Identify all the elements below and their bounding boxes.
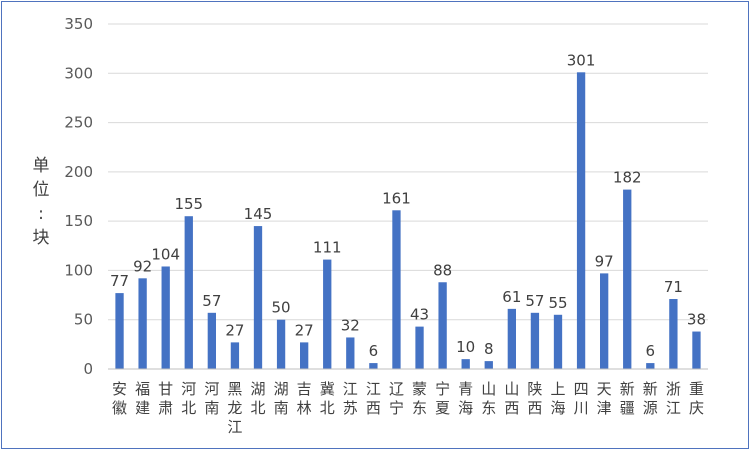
category-label: 江西 <box>366 380 381 417</box>
category-label: 上海 <box>550 380 565 417</box>
category-label: 青海 <box>458 380 473 417</box>
bar <box>530 312 540 369</box>
category-label: 蒙东 <box>412 380 427 417</box>
y-tick-label: 350 <box>64 15 93 33</box>
data-label: 10 <box>456 338 475 356</box>
category-label: 湖北 <box>250 380 265 417</box>
category-label: 陕西 <box>527 380 542 417</box>
bar <box>438 282 447 369</box>
data-label: 301 <box>567 51 596 69</box>
category-label: 山东 <box>481 380 496 417</box>
bar <box>415 326 424 369</box>
y-tick-label: 300 <box>64 64 93 82</box>
bar <box>369 363 378 369</box>
bar <box>253 226 263 369</box>
data-label: 111 <box>313 239 342 257</box>
y-axis-label: 单位:块 <box>33 156 50 248</box>
bar <box>161 266 170 369</box>
bar <box>484 361 493 369</box>
y-tick-label: 200 <box>64 163 93 181</box>
bar <box>138 278 147 369</box>
bar <box>461 359 470 369</box>
data-label: 55 <box>548 294 567 312</box>
category-label: 浙江 <box>666 380 681 417</box>
category-label: 河南 <box>204 380 219 417</box>
y-tick-label: 100 <box>64 261 93 279</box>
data-label: 57 <box>202 292 221 310</box>
category-label: 湖南 <box>274 380 289 417</box>
y-axis-title: 单位:块 <box>33 156 50 248</box>
bar <box>507 308 516 369</box>
bar <box>323 259 332 369</box>
y-axis-ticks: 0 50 100 150 200 250 300 350 <box>64 15 93 378</box>
bar <box>553 314 563 369</box>
data-label: 27 <box>295 321 314 339</box>
category-label: 河北 <box>181 380 196 417</box>
data-label: 145 <box>244 205 273 223</box>
data-label: 57 <box>525 292 544 310</box>
bar <box>646 363 655 369</box>
category-label: 新疆 <box>620 380 635 417</box>
category-labels: 安徽福建甘肃河北河南黑龙江湖北湖南吉林冀北江苏江西辽宁蒙东宁夏青海山东山西陕西上… <box>112 380 704 436</box>
data-label: 32 <box>341 316 360 334</box>
category-label: 辽宁 <box>389 380 404 417</box>
bar <box>600 273 609 369</box>
bar <box>392 210 401 369</box>
bar <box>276 319 286 369</box>
data-label: 182 <box>613 169 642 187</box>
category-label: 江苏 <box>343 380 358 417</box>
data-label: 71 <box>664 278 683 296</box>
data-label: 97 <box>595 252 614 270</box>
category-label: 安徽 <box>112 380 127 417</box>
bars <box>115 72 701 370</box>
category-label: 黑龙江 <box>227 380 242 436</box>
bar <box>115 293 124 369</box>
y-tick-label: 0 <box>83 360 93 378</box>
bar <box>576 72 586 370</box>
bar <box>230 342 240 369</box>
category-label: 冀北 <box>320 380 335 417</box>
data-label: 88 <box>433 261 452 279</box>
data-label: 155 <box>174 195 203 213</box>
bar <box>184 216 193 369</box>
category-label: 甘肃 <box>158 380 173 417</box>
category-label: 四川 <box>574 380 589 417</box>
data-label: 161 <box>382 189 411 207</box>
data-label: 61 <box>502 288 521 306</box>
bar <box>669 299 678 369</box>
bar <box>300 342 309 369</box>
category-label: 福建 <box>135 380 150 417</box>
category-label: 天津 <box>597 380 612 417</box>
category-label: 新源 <box>643 380 658 417</box>
bar <box>623 189 632 369</box>
y-tick-label: 250 <box>64 114 93 132</box>
data-label: 50 <box>272 299 291 317</box>
data-label: 6 <box>646 342 656 360</box>
data-label: 6 <box>369 342 379 360</box>
bar <box>207 312 216 369</box>
data-label: 92 <box>133 257 152 275</box>
category-label: 山西 <box>504 380 519 417</box>
bar <box>692 331 701 369</box>
data-label: 27 <box>225 321 244 339</box>
data-label: 43 <box>410 306 429 324</box>
data-label: 8 <box>484 340 494 358</box>
category-label: 吉林 <box>297 380 312 417</box>
y-tick-label: 150 <box>64 212 93 230</box>
category-label: 宁夏 <box>435 380 450 417</box>
bar <box>346 337 355 369</box>
data-label: 38 <box>687 311 706 329</box>
data-label: 77 <box>110 272 129 290</box>
category-label: 重庆 <box>689 380 704 417</box>
data-label: 104 <box>151 245 180 263</box>
y-tick-label: 50 <box>74 311 93 329</box>
